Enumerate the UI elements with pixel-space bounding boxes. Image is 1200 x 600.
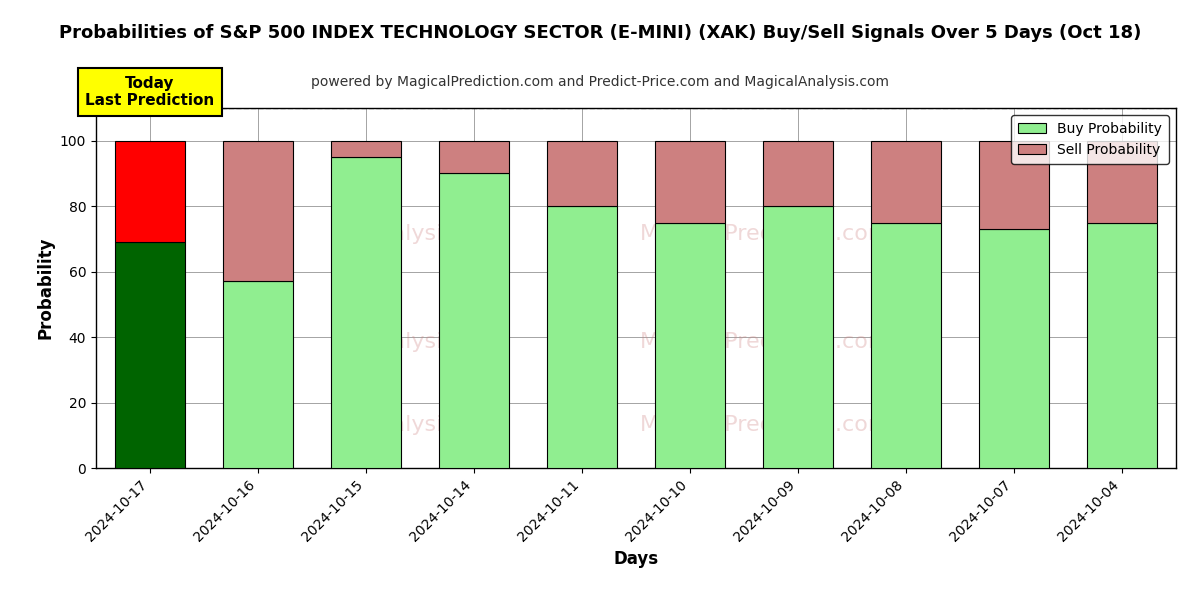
Y-axis label: Probability: Probability [36,237,54,339]
Bar [763,141,833,206]
Text: MagicalPrediction.com: MagicalPrediction.com [641,224,890,244]
Bar [871,223,941,468]
Bar [439,141,509,173]
Bar [1087,141,1157,223]
Bar [1087,223,1157,468]
Bar [655,223,725,468]
X-axis label: Days: Days [613,550,659,568]
Bar [331,157,401,468]
Bar [223,141,293,281]
Bar [115,141,185,242]
Text: MagicalPrediction.com: MagicalPrediction.com [641,332,890,352]
Text: Probabilities of S&P 500 INDEX TECHNOLOGY SECTOR (E-MINI) (XAK) Buy/Sell Signals: Probabilities of S&P 500 INDEX TECHNOLOG… [59,24,1141,42]
Text: powered by MagicalPrediction.com and Predict-Price.com and MagicalAnalysis.com: powered by MagicalPrediction.com and Pre… [311,75,889,89]
Legend: Buy Probability, Sell Probability: Buy Probability, Sell Probability [1012,115,1169,164]
Bar [871,141,941,223]
Bar [979,141,1049,229]
Text: Today
Last Prediction: Today Last Prediction [85,76,215,108]
Text: calAnalysis.com: calAnalysis.com [331,332,509,352]
Text: MagicalPrediction.com: MagicalPrediction.com [641,415,890,435]
Bar [331,141,401,157]
Bar [115,242,185,468]
Text: calAnalysis.com: calAnalysis.com [331,224,509,244]
Bar [979,229,1049,468]
Text: calAnalysis.com: calAnalysis.com [331,415,509,435]
Bar [547,206,617,468]
Bar [655,141,725,223]
Bar [547,141,617,206]
Bar [439,173,509,468]
Bar [763,206,833,468]
Bar [223,281,293,468]
